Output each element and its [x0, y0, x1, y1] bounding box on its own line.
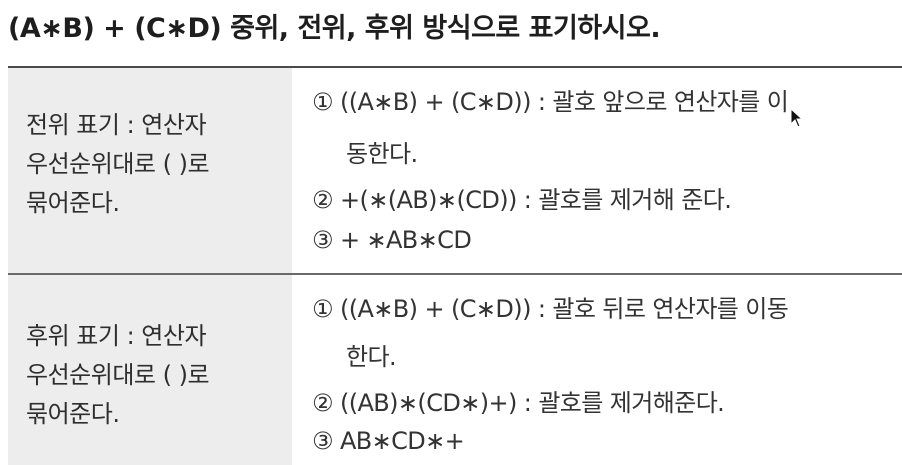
row-divider — [8, 273, 902, 275]
notation-table: 전위 표기 : 연산자 우선순위대로 ( )로 묶어준다. ① ((A∗B) +… — [8, 66, 902, 465]
row-content-cell: ① ((A∗B) + (C∗D)) : 괄호 앞으로 연산자를 이 동한다. ②… — [292, 68, 902, 273]
row-label-cell: 후위 표기 : 연산자 우선순위대로 ( )로 묶어준다. — [8, 275, 292, 465]
prefix-notation-label: 전위 표기 : 연산자 우선순위대로 ( )로 묶어준다. — [26, 111, 210, 217]
prefix-step-3: ③ + ∗AB∗CD — [312, 226, 472, 254]
prefix-step-1: ① ((A∗B) + (C∗D)) : 괄호 앞으로 연산자를 이 — [312, 88, 789, 116]
mouse-pointer-icon — [790, 108, 804, 128]
row-content-cell: ① ((A∗B) + (C∗D)) : 괄호 뒤로 연산자를 이동 한다. ② … — [292, 275, 902, 465]
question-title: (A∗B) + (C∗D) 중위, 전위, 후위 방식으로 표기하시오. — [8, 13, 661, 44]
postfix-step-1: ① ((A∗B) + (C∗D)) : 괄호 뒤로 연산자를 이동 — [312, 295, 789, 323]
prefix-step-2: ② +(∗(AB)∗(CD)) : 괄호를 제거해 준다. — [312, 186, 732, 214]
table-row-postfix: 후위 표기 : 연산자 우선순위대로 ( )로 묶어준다. ① ((A∗B) +… — [8, 275, 902, 465]
postfix-step-1-continued: 한다. — [346, 343, 397, 371]
row-label-cell: 전위 표기 : 연산자 우선순위대로 ( )로 묶어준다. — [8, 68, 292, 273]
postfix-step-2: ② ((AB)∗(CD∗)+) : 괄호를 제거해준다. — [312, 389, 725, 417]
postfix-step-3: ③ AB∗CD∗+ — [312, 427, 465, 455]
table-row-prefix: 전위 표기 : 연산자 우선순위대로 ( )로 묶어준다. ① ((A∗B) +… — [8, 68, 902, 273]
prefix-step-1-continued: 동한다. — [346, 140, 418, 168]
postfix-notation-label: 후위 표기 : 연산자 우선순위대로 ( )로 묶어준다. — [26, 322, 210, 428]
